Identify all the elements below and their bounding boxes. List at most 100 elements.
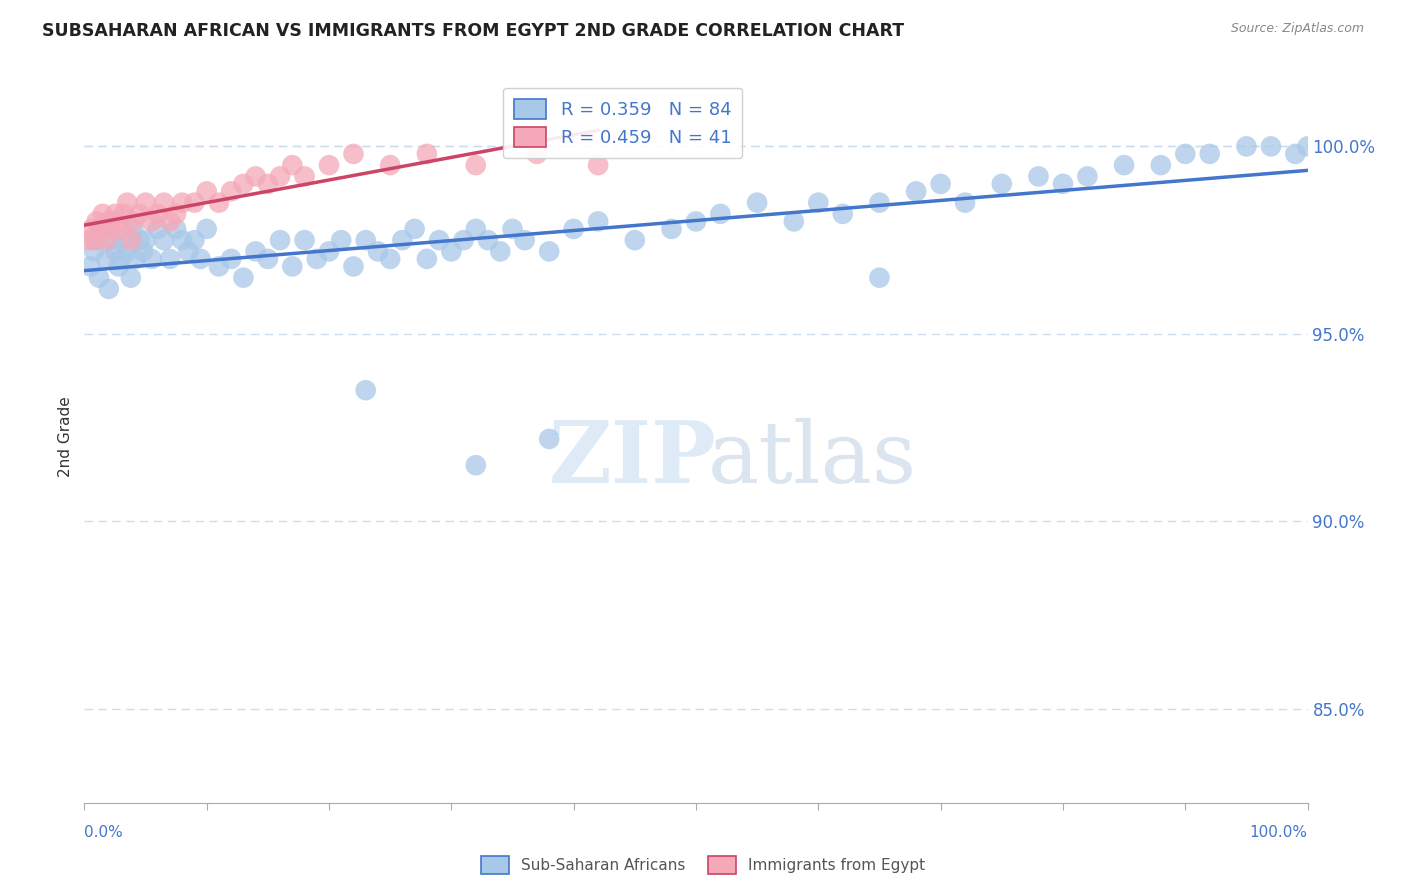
Point bbox=[1198, 147, 1220, 161]
Point bbox=[219, 185, 242, 199]
Point bbox=[991, 177, 1014, 191]
Point bbox=[831, 207, 853, 221]
Point bbox=[464, 458, 486, 473]
Point bbox=[122, 214, 145, 228]
Point bbox=[1296, 139, 1319, 153]
Text: atlas: atlas bbox=[709, 417, 917, 500]
Point bbox=[391, 233, 413, 247]
Point bbox=[128, 233, 150, 247]
Point bbox=[685, 214, 707, 228]
Point bbox=[1114, 158, 1136, 172]
Point bbox=[172, 195, 194, 210]
Point bbox=[141, 214, 163, 228]
Point bbox=[330, 233, 353, 247]
Point bbox=[245, 244, 267, 259]
Point bbox=[135, 195, 157, 210]
Point bbox=[464, 222, 486, 236]
Point bbox=[195, 185, 218, 199]
Point bbox=[115, 195, 138, 210]
Point bbox=[141, 252, 163, 266]
Point bbox=[1028, 169, 1050, 184]
Legend: Sub-Saharan Africans, Immigrants from Egypt: Sub-Saharan Africans, Immigrants from Eg… bbox=[475, 850, 931, 880]
Point bbox=[269, 233, 291, 247]
Point bbox=[232, 177, 254, 191]
Legend: R = 0.359   N = 84, R = 0.459   N = 41: R = 0.359 N = 84, R = 0.459 N = 41 bbox=[503, 87, 742, 158]
Point bbox=[318, 158, 340, 172]
Point bbox=[281, 260, 304, 274]
Point bbox=[513, 233, 536, 247]
Point bbox=[1174, 147, 1197, 161]
Point bbox=[869, 195, 891, 210]
Point bbox=[183, 195, 205, 210]
Point bbox=[132, 244, 155, 259]
Point bbox=[80, 222, 103, 236]
Point bbox=[477, 233, 499, 247]
Point bbox=[538, 244, 561, 259]
Point bbox=[96, 252, 118, 266]
Point bbox=[257, 177, 280, 191]
Point bbox=[97, 214, 120, 228]
Y-axis label: 2nd Grade: 2nd Grade bbox=[58, 397, 73, 477]
Point bbox=[709, 207, 731, 221]
Point bbox=[453, 233, 475, 247]
Point bbox=[195, 222, 218, 236]
Text: ZIP: ZIP bbox=[550, 417, 717, 501]
Point bbox=[1076, 169, 1098, 184]
Point bbox=[367, 244, 389, 259]
Point bbox=[219, 252, 242, 266]
Point bbox=[104, 244, 127, 259]
Point bbox=[294, 233, 316, 247]
Text: 100.0%: 100.0% bbox=[1250, 825, 1308, 839]
Point bbox=[135, 233, 157, 247]
Point bbox=[747, 195, 769, 210]
Point bbox=[120, 233, 142, 247]
Point bbox=[77, 233, 100, 247]
Point bbox=[128, 207, 150, 221]
Point bbox=[869, 270, 891, 285]
Point bbox=[83, 244, 105, 259]
Point bbox=[110, 222, 132, 236]
Point bbox=[1150, 158, 1173, 172]
Point bbox=[1236, 139, 1258, 153]
Point bbox=[281, 158, 304, 172]
Point bbox=[208, 260, 231, 274]
Point bbox=[112, 207, 135, 221]
Point bbox=[190, 252, 212, 266]
Point bbox=[502, 222, 524, 236]
Point bbox=[416, 147, 439, 161]
Point bbox=[153, 195, 176, 210]
Point bbox=[380, 158, 402, 172]
Point bbox=[562, 222, 585, 236]
Point bbox=[87, 222, 110, 236]
Point bbox=[489, 244, 512, 259]
Point bbox=[953, 195, 976, 210]
Point bbox=[122, 222, 145, 236]
Point bbox=[208, 195, 231, 210]
Text: 0.0%: 0.0% bbox=[84, 825, 124, 839]
Point bbox=[153, 233, 176, 247]
Point bbox=[427, 233, 450, 247]
Point bbox=[354, 383, 377, 397]
Point bbox=[245, 169, 267, 184]
Point bbox=[783, 214, 806, 228]
Text: SUBSAHARAN AFRICAN VS IMMIGRANTS FROM EGYPT 2ND GRADE CORRELATION CHART: SUBSAHARAN AFRICAN VS IMMIGRANTS FROM EG… bbox=[42, 22, 904, 40]
Point bbox=[86, 233, 108, 247]
Point bbox=[807, 195, 830, 210]
Point bbox=[586, 214, 609, 228]
Point bbox=[159, 214, 181, 228]
Point bbox=[929, 177, 952, 191]
Point bbox=[177, 244, 200, 259]
Point bbox=[87, 270, 110, 285]
Point bbox=[120, 270, 142, 285]
Point bbox=[624, 233, 647, 247]
Point bbox=[1284, 147, 1306, 161]
Point bbox=[125, 252, 148, 266]
Point bbox=[146, 207, 169, 221]
Point bbox=[318, 244, 340, 259]
Point bbox=[416, 252, 439, 266]
Point bbox=[96, 233, 118, 247]
Point bbox=[183, 233, 205, 247]
Point bbox=[526, 147, 548, 161]
Point bbox=[232, 270, 254, 285]
Point bbox=[1260, 139, 1282, 153]
